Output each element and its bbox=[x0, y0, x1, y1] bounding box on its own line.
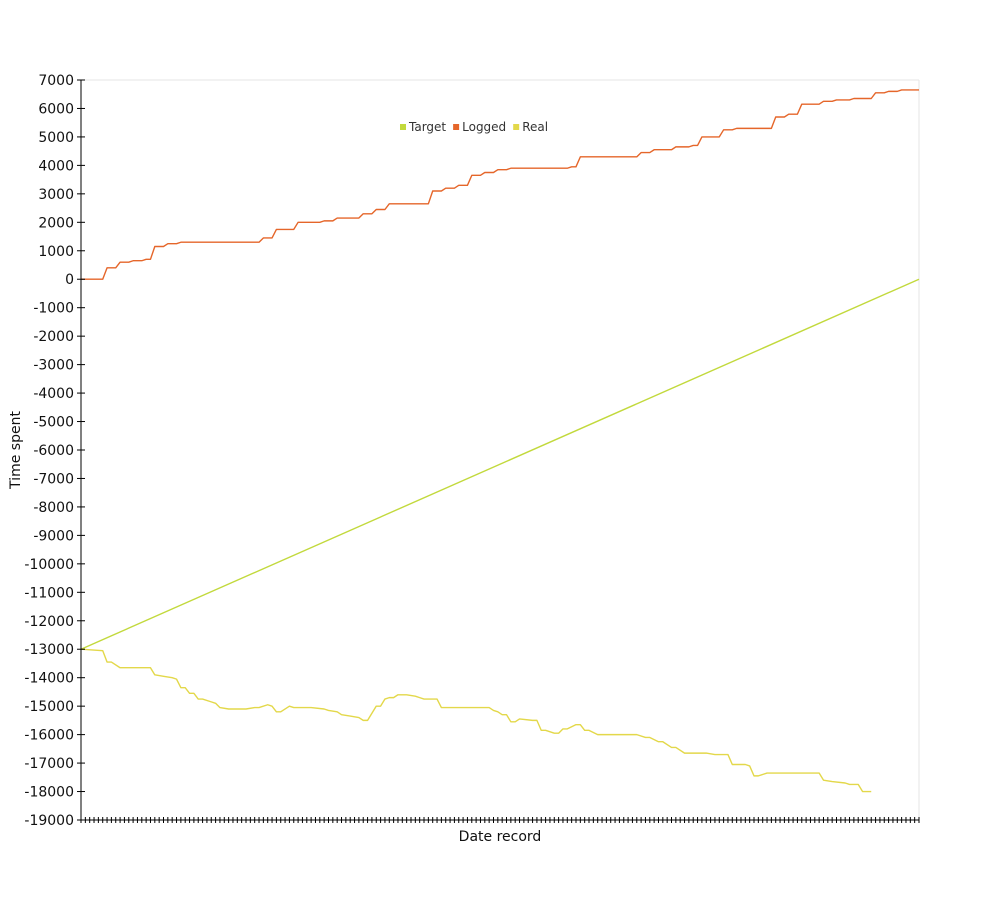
y-tick-label: 1000 bbox=[38, 244, 74, 260]
legend-label: Real bbox=[522, 120, 548, 134]
legend-swatch bbox=[400, 124, 406, 130]
legend-swatch bbox=[513, 124, 520, 130]
x-axis-title: Date record bbox=[459, 829, 542, 845]
y-tick-label: -8000 bbox=[33, 500, 74, 516]
y-tick-label: -7000 bbox=[33, 471, 74, 487]
x-axis bbox=[80, 817, 920, 823]
series-line-target bbox=[80, 278, 920, 650]
y-tick-label: 4000 bbox=[38, 158, 74, 174]
y-tick-label: 3000 bbox=[38, 187, 74, 203]
legend-swatch bbox=[453, 124, 460, 130]
legend-label: Logged bbox=[462, 120, 506, 134]
legend-label: Target bbox=[408, 120, 446, 134]
legend-item-logged: Logged bbox=[453, 120, 506, 134]
y-tick-label: -16000 bbox=[24, 728, 74, 744]
y-tick-label: -19000 bbox=[24, 813, 74, 829]
legend: Target Logged Real bbox=[400, 120, 548, 134]
y-tick-label: -9000 bbox=[33, 528, 74, 544]
y-tick-label: 6000 bbox=[38, 101, 74, 117]
y-tick-label: -6000 bbox=[33, 443, 74, 459]
y-tick-label: -12000 bbox=[24, 614, 74, 630]
y-tick-label: -1000 bbox=[33, 301, 74, 317]
series-line-logged bbox=[81, 89, 919, 280]
y-tick-label: -15000 bbox=[24, 699, 74, 715]
y-tick-label: 5000 bbox=[38, 130, 74, 146]
y-tick-label: -18000 bbox=[24, 785, 74, 801]
y-tick-label: 2000 bbox=[38, 215, 74, 231]
y-tick-label: -14000 bbox=[24, 671, 74, 687]
y-tick-label: -10000 bbox=[24, 557, 74, 573]
y-tick-label: -11000 bbox=[24, 585, 74, 601]
y-tick-label: 0 bbox=[65, 272, 74, 288]
series-line-real bbox=[80, 648, 872, 793]
y-tick-label: -17000 bbox=[24, 756, 74, 772]
y-tick-label: 7000 bbox=[38, 73, 74, 89]
y-tick-label: -2000 bbox=[33, 329, 74, 345]
y-axis: 7000 6000 5000 4000 3000 2000 1000 0 -1000 -2000 -… bbox=[24, 73, 85, 829]
y-axis-title: Time spent bbox=[8, 411, 24, 490]
legend-item-real: Real bbox=[513, 120, 548, 134]
series-layer bbox=[80, 89, 920, 793]
y-tick-label: -3000 bbox=[33, 358, 74, 374]
y-tick-label: -4000 bbox=[33, 386, 74, 402]
y-tick-label: -5000 bbox=[33, 415, 74, 431]
plot-frame bbox=[81, 79, 920, 820]
y-tick-label: -13000 bbox=[24, 642, 74, 658]
legend-item-target: Target bbox=[400, 120, 446, 134]
